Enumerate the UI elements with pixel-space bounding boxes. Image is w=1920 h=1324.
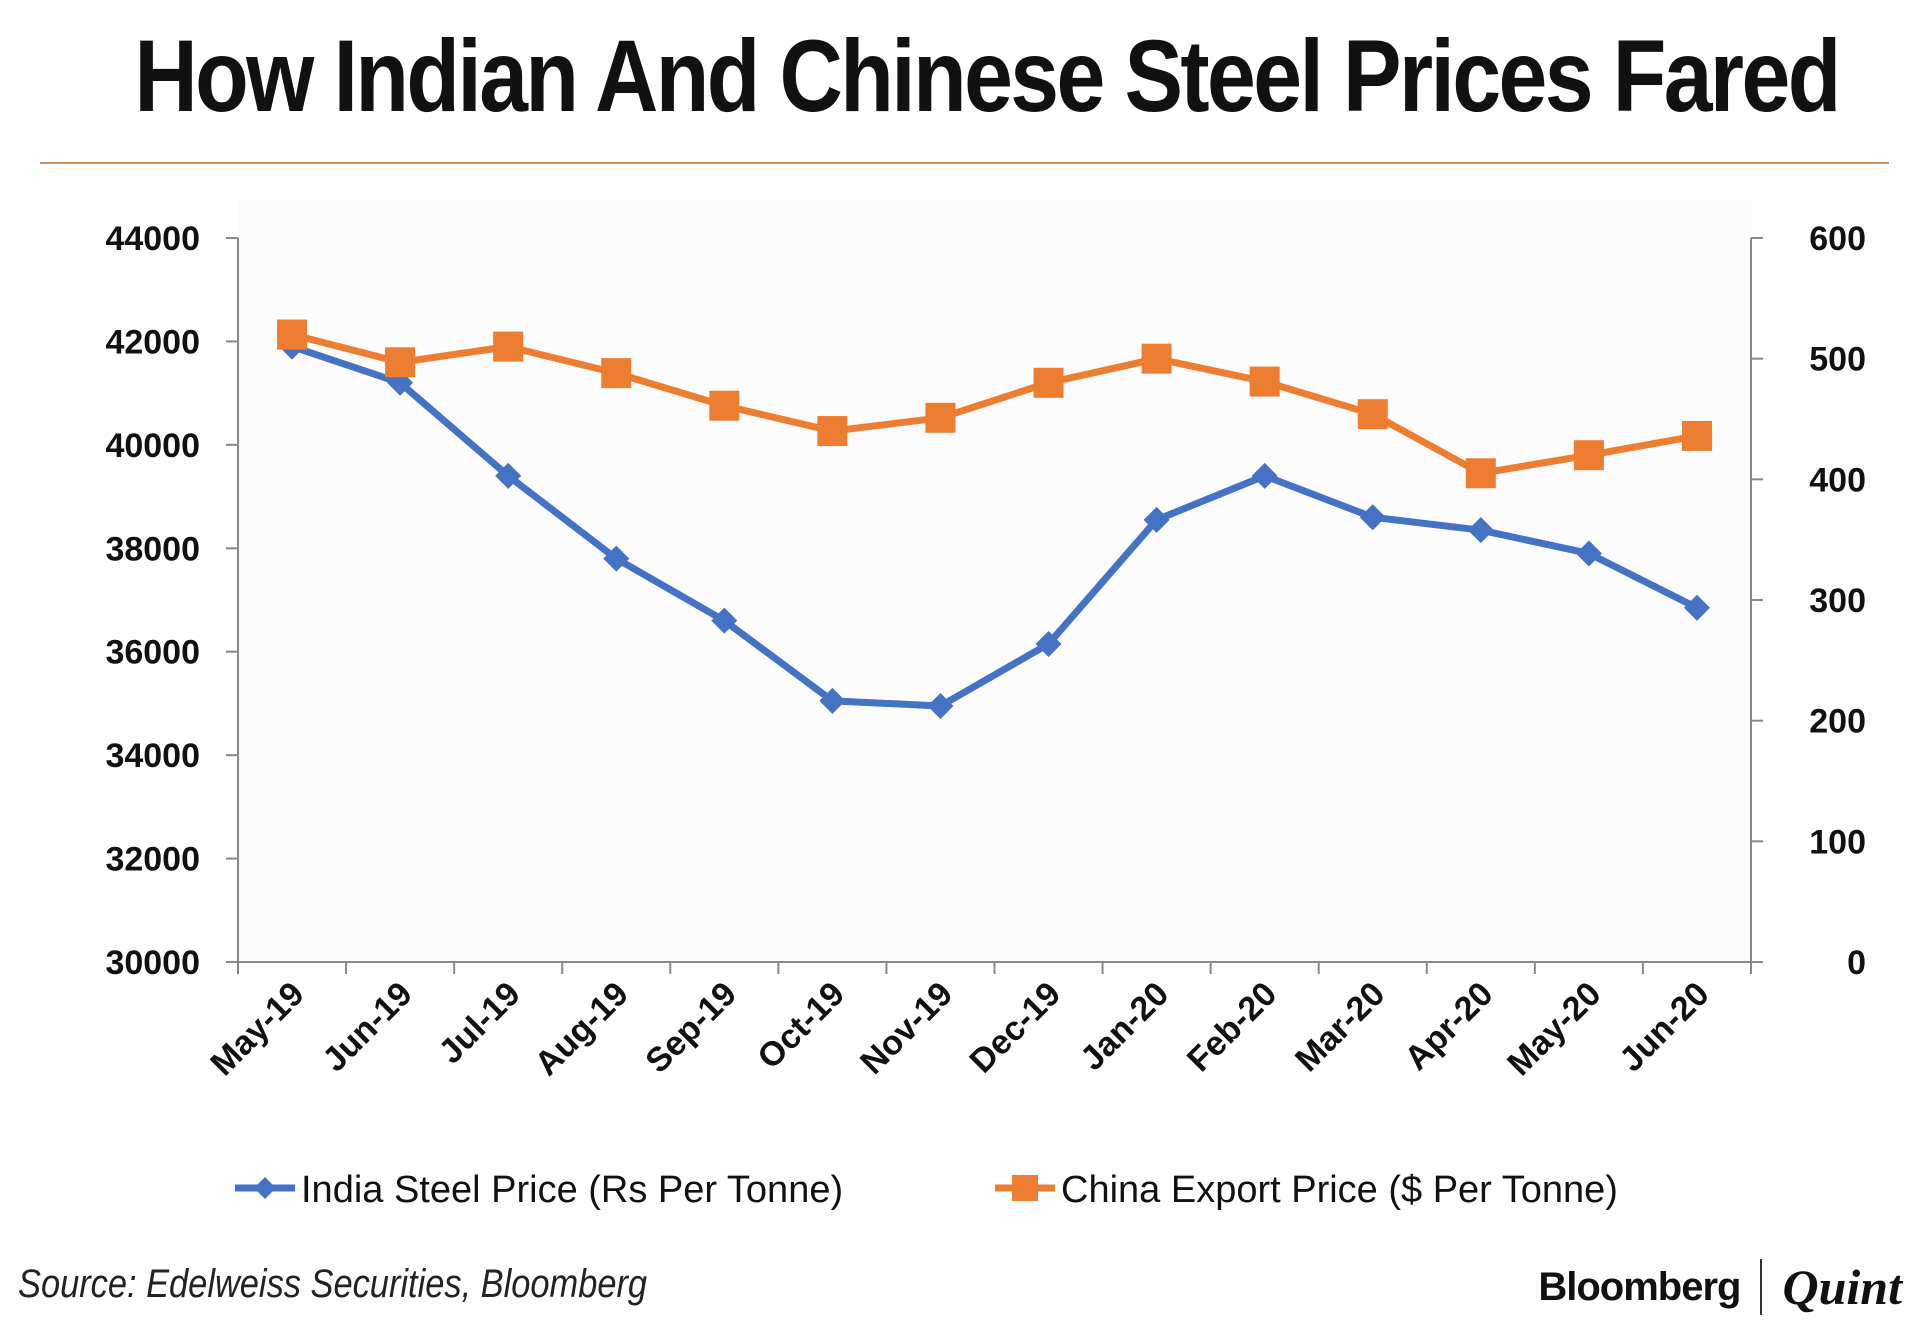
left-axis-labels: 30000 32000 34000 36000 38000 40000 42000 44000 [105,220,238,982]
right-tick-label: 0 [1847,944,1866,982]
category-label: Jun-20 [1612,975,1716,1079]
china-point [1249,366,1280,397]
left-tick-label: 34000 [105,737,200,775]
china-point [277,319,308,350]
china-point [1465,458,1496,489]
legend-marker-diamond [254,1177,276,1199]
category-label: Jul-19 [431,975,527,1071]
china-point [1033,367,1064,398]
india-point [927,693,954,720]
category-label: Jun-19 [315,975,419,1079]
category-label: Dec-19 [962,975,1068,1081]
india-point [1143,506,1170,533]
category-label: May-19 [203,975,311,1083]
left-tick-label: 36000 [105,634,200,672]
legend: India Steel Price (Rs Per Tonne) China Ex… [235,1169,1618,1211]
brand-logo: Bloomberg Quint [1538,1258,1902,1316]
china-point [709,390,740,421]
category-label: Apr-20 [1397,975,1500,1078]
india-point [711,607,738,634]
category-label: May-20 [1500,975,1608,1083]
india-point [1575,540,1602,567]
china-point [1573,440,1604,471]
india-point [1683,594,1710,621]
right-tick-label: 100 [1809,823,1866,861]
category-label: Mar-20 [1288,975,1392,1079]
category-label: Sep-19 [638,975,744,1081]
left-tick-label: 32000 [105,841,200,879]
category-label: Feb-20 [1180,975,1284,1079]
india-point [1035,630,1062,657]
left-tick-label: 44000 [105,220,200,258]
right-tick-label: 200 [1809,703,1866,741]
brand-bloomberg: Bloomberg [1538,1264,1741,1309]
legend-label-india: India Steel Price (Rs Per Tonne) [301,1169,843,1211]
left-tick-label: 40000 [105,427,200,465]
chart-title: How Indian And Chinese Steel Prices Fare… [134,19,1841,133]
china-point [925,402,956,433]
series-layer [277,319,1712,720]
brand-separator [1760,1259,1763,1315]
china-point [1681,420,1712,451]
right-tick-label: 500 [1809,341,1866,379]
india-point [603,545,630,572]
left-tick-label: 42000 [105,323,200,361]
category-label: Aug-19 [528,975,636,1083]
china-point [493,331,524,362]
plot-area [238,200,1751,960]
category-axis-labels: May-19 Jun-19 Jul-19 Aug-19 Sep-19 Oct-19 Nov-… [203,975,1716,1083]
india-point [819,687,846,714]
category-label: Oct-19 [750,975,852,1077]
series-line-india [290,343,1699,710]
title-divider [40,162,1889,164]
india-point [1251,462,1278,489]
line-chart: 30000 32000 34000 36000 38000 40000 42000 44000… [105,200,1866,1211]
left-tick-label: 38000 [105,530,200,568]
india-point [1467,517,1494,544]
series-line-china [291,331,1698,477]
right-tick-label: 400 [1809,461,1866,499]
china-point [817,416,848,447]
china-point [385,347,416,378]
category-label: Nov-19 [853,975,960,1082]
right-axis-labels: 0 100 200 300 400 500 600 [1751,220,1866,982]
china-point [1141,343,1172,374]
left-tick-label: 30000 [105,944,200,982]
right-tick-label: 300 [1809,582,1866,620]
india-point [1359,504,1386,531]
category-label: Jan-20 [1073,975,1176,1078]
right-tick-label: 600 [1809,220,1866,258]
legend-marker-square [1012,1175,1038,1201]
china-point [1357,399,1388,430]
india-point [495,462,522,489]
source-note: Source: Edelweiss Securities, Bloomberg [18,1262,648,1306]
legend-label-china: China Export Price ($ Per Tonne) [1061,1169,1618,1211]
china-point [601,358,632,389]
brand-quint: Quint [1782,1259,1902,1315]
